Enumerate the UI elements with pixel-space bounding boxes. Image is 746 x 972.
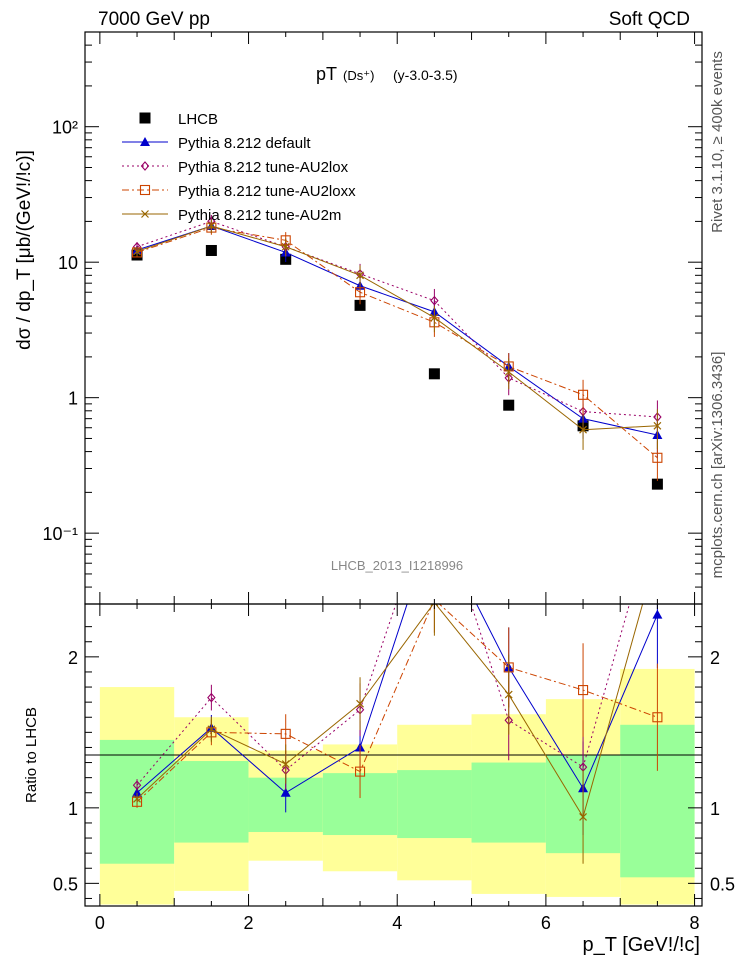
header-left: 7000 GeV pp: [98, 9, 210, 30]
data-point: [579, 425, 587, 434]
series-line: [136, 220, 658, 418]
ratio-y-tick-label-left: 1: [68, 799, 78, 819]
legend-label: Pythia 8.212 tune-AU2lox: [178, 159, 349, 176]
ratio-point: [280, 787, 291, 797]
data-point: [354, 287, 366, 298]
y-tick-label: 10⁻¹: [42, 524, 78, 544]
x-tick-label: 6: [541, 913, 551, 933]
data-point: [356, 271, 364, 280]
ratio-y-tick-label-left: 0.5: [53, 874, 78, 894]
ratio-point: [504, 690, 513, 699]
ratio-point: [652, 609, 663, 619]
ratio-point: [354, 766, 366, 777]
ratio-line: [136, 604, 644, 819]
ratio-point: [654, 502, 661, 510]
data-point-lhcb: [503, 399, 515, 411]
plot-title: pT (Ds⁺) (y-3.0-3.5): [316, 64, 458, 84]
ratio-point: [431, 487, 438, 495]
legend-label: Pythia 8.212 default: [178, 135, 311, 152]
ratio-point: [654, 548, 661, 555]
side-text-site: mcplots.cern.ch [arXiv:1306.3436]: [709, 352, 726, 579]
data-point: [578, 389, 589, 400]
series-line: [136, 225, 658, 431]
legend-label: Pythia 8.212 tune-AU2loxx: [178, 183, 356, 200]
x-tick-label: 4: [392, 913, 402, 933]
ratio-plot-frame: [84, 603, 703, 907]
xlabel: p_T [GeV!/!c]: [583, 934, 700, 956]
legend-marker: [139, 184, 151, 196]
data-point-lhcb: [651, 478, 663, 490]
ratio-line: [136, 604, 658, 794]
ratio-point: [652, 712, 663, 723]
y-tick-label: 10²: [52, 118, 78, 138]
ratio-point: [132, 787, 143, 797]
ratio-point: [356, 699, 364, 708]
data-point: [504, 367, 513, 376]
ratio-y-tick-label-left: 2: [68, 648, 78, 668]
x-tick-label: 8: [690, 913, 700, 933]
title-main: pT: [316, 64, 337, 84]
y-tick-label: 1: [68, 389, 78, 409]
ratio-y-tick-label-right: 1: [710, 799, 720, 819]
title-particle: (Ds⁺): [343, 68, 374, 83]
ratio-y-tick-label-right: 0.5: [710, 874, 735, 894]
title-range: (y-3.0-3.5): [393, 67, 458, 83]
series-line: [136, 225, 658, 436]
ratio-ylabel: Ratio to LHCB: [23, 707, 40, 803]
ratio-point: [430, 604, 439, 607]
watermark: LHCB_2013_I1218996: [331, 558, 463, 573]
legend-label: LHCB: [178, 111, 218, 128]
ratio-point: [207, 692, 216, 703]
data-point: [430, 295, 439, 306]
ratio-point: [133, 794, 141, 803]
legend-marker: [141, 210, 149, 218]
x-tick-label: 2: [244, 913, 254, 933]
header-right: Soft QCD: [609, 9, 690, 30]
ratio-line: [136, 604, 630, 786]
green-band: [397, 770, 472, 839]
data-point: [133, 247, 141, 256]
ratio-point: [207, 725, 216, 734]
green-band: [174, 761, 249, 843]
data-point: [207, 222, 216, 230]
ratio-point: [578, 685, 589, 696]
side-text-rivet: Rivet 3.1.10, ≥ 400k events: [709, 51, 726, 233]
data-point: [281, 242, 290, 251]
ratio-point: [429, 516, 439, 525]
ratio-point: [579, 812, 587, 821]
ratio-point: [280, 728, 291, 739]
data-point-lhcb: [205, 244, 217, 256]
data-point: [653, 421, 662, 430]
green-band: [471, 762, 546, 843]
legend-marker: [139, 112, 151, 124]
legend-marker: [140, 137, 150, 146]
legend-marker: [140, 161, 150, 171]
data-point-lhcb: [354, 299, 366, 311]
ratio-y-tick-label-right: 2: [710, 648, 720, 668]
data-point: [430, 313, 439, 322]
ratio-point: [132, 780, 142, 791]
ratio-point: [281, 760, 290, 768]
data-point-lhcb: [428, 368, 440, 380]
legend: LHCB Pythia 8.212 default Pythia 8.212 tun…: [122, 111, 356, 224]
x-tick-label: 0: [95, 913, 105, 933]
legend-label: Pythia 8.212 tune-AU2m: [178, 207, 341, 224]
data-point: [652, 452, 663, 463]
y-tick-label: 10: [58, 253, 78, 273]
top-ylabel: dσ / dp_T [μb/(GeV!/!c)]: [14, 150, 35, 350]
